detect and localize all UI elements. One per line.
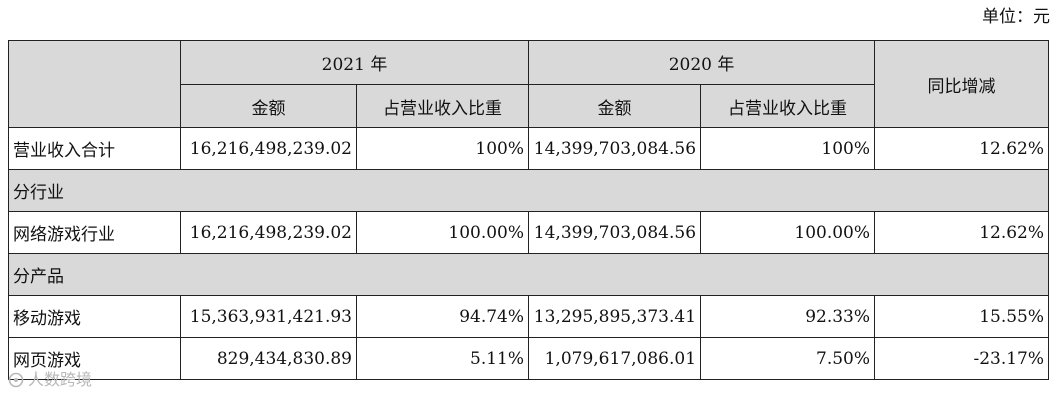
section-label: 分产品 bbox=[7, 253, 1050, 296]
row-label: 网页游戏 bbox=[8, 337, 181, 380]
logo-icon bbox=[8, 372, 24, 388]
unit-label: 单位：元 bbox=[982, 7, 1050, 27]
ratio-2020-cell: 100% bbox=[700, 127, 876, 170]
header-ratio-2021: 占营业收入比重 bbox=[355, 84, 530, 128]
header-yoy: 同比增减 bbox=[874, 40, 1050, 128]
watermark: 人数跨境 bbox=[8, 369, 92, 391]
section-row-product: 分产品 bbox=[7, 253, 1050, 296]
header-amount-2020: 金额 bbox=[528, 84, 702, 128]
header-year-2020: 2020 年 bbox=[528, 40, 876, 85]
header-row-columns: 金额 占营业收入比重 金额 占营业收入比重 bbox=[9, 84, 1049, 128]
amount-2020-cell: 1,079,617,086.01 bbox=[528, 337, 702, 380]
header-row-years: 2021 年 2020 年 同比增减 bbox=[8, 40, 1050, 128]
row-label: 移动游戏 bbox=[8, 295, 181, 338]
header-ratio-2020: 占营业收入比重 bbox=[700, 84, 876, 128]
yoy-cell: -23.17% bbox=[874, 337, 1050, 380]
ratio-2021-cell: 5.11% bbox=[355, 337, 530, 380]
ratio-2021-cell: 100.00% bbox=[355, 211, 530, 254]
ratio-2021-cell: 94.74% bbox=[355, 295, 530, 338]
table-row-mobile: 移动游戏 15,363,931,421.93 94.74% 13,295,895… bbox=[8, 295, 1050, 338]
ratio-2021-cell: 100% bbox=[355, 127, 530, 170]
ratio-2020-cell: 92.33% bbox=[700, 295, 876, 338]
amount-2020-cell: 13,295,895,373.41 bbox=[528, 295, 702, 338]
yoy-cell: 15.55% bbox=[874, 295, 1050, 338]
table-row-industry: 网络游戏行业 16,216,498,239.02 100.00% 14,399,… bbox=[8, 211, 1050, 254]
row-label: 营业收入合计 bbox=[8, 127, 181, 170]
row-label: 网络游戏行业 bbox=[8, 211, 181, 254]
revenue-table: 2021 年 2020 年 同比增减 金额 占营业收入比重 金额 占营业收入比重… bbox=[7, 40, 1050, 380]
amount-2020-cell: 14,399,703,084.56 bbox=[528, 211, 702, 254]
yoy-cell: 12.62% bbox=[874, 211, 1050, 254]
section-label: 分行业 bbox=[7, 169, 1050, 212]
header-corner-cell bbox=[8, 40, 181, 128]
ratio-2020-cell: 100.00% bbox=[700, 211, 876, 254]
amount-2021-cell: 15,363,931,421.93 bbox=[180, 295, 357, 338]
watermark-text: 人数跨境 bbox=[28, 370, 93, 389]
amount-2021-cell: 16,216,498,239.02 bbox=[180, 211, 357, 254]
section-row-industry: 分行业 bbox=[7, 169, 1050, 212]
amount-2021-cell: 829,434,830.89 bbox=[180, 337, 357, 380]
table-row-total: 营业收入合计 16,216,498,239.02 100% 14,399,703… bbox=[8, 127, 1050, 170]
amount-2020-cell: 14,399,703,084.56 bbox=[528, 127, 702, 170]
ratio-2020-cell: 7.50% bbox=[700, 337, 876, 380]
table-row-web: 网页游戏 829,434,830.89 5.11% 1,079,617,086.… bbox=[8, 337, 1050, 380]
yoy-cell: 12.62% bbox=[874, 127, 1050, 170]
header-amount-2021: 金额 bbox=[180, 84, 357, 128]
amount-2021-cell: 16,216,498,239.02 bbox=[180, 127, 357, 170]
header-year-2021: 2021 年 bbox=[179, 40, 530, 85]
